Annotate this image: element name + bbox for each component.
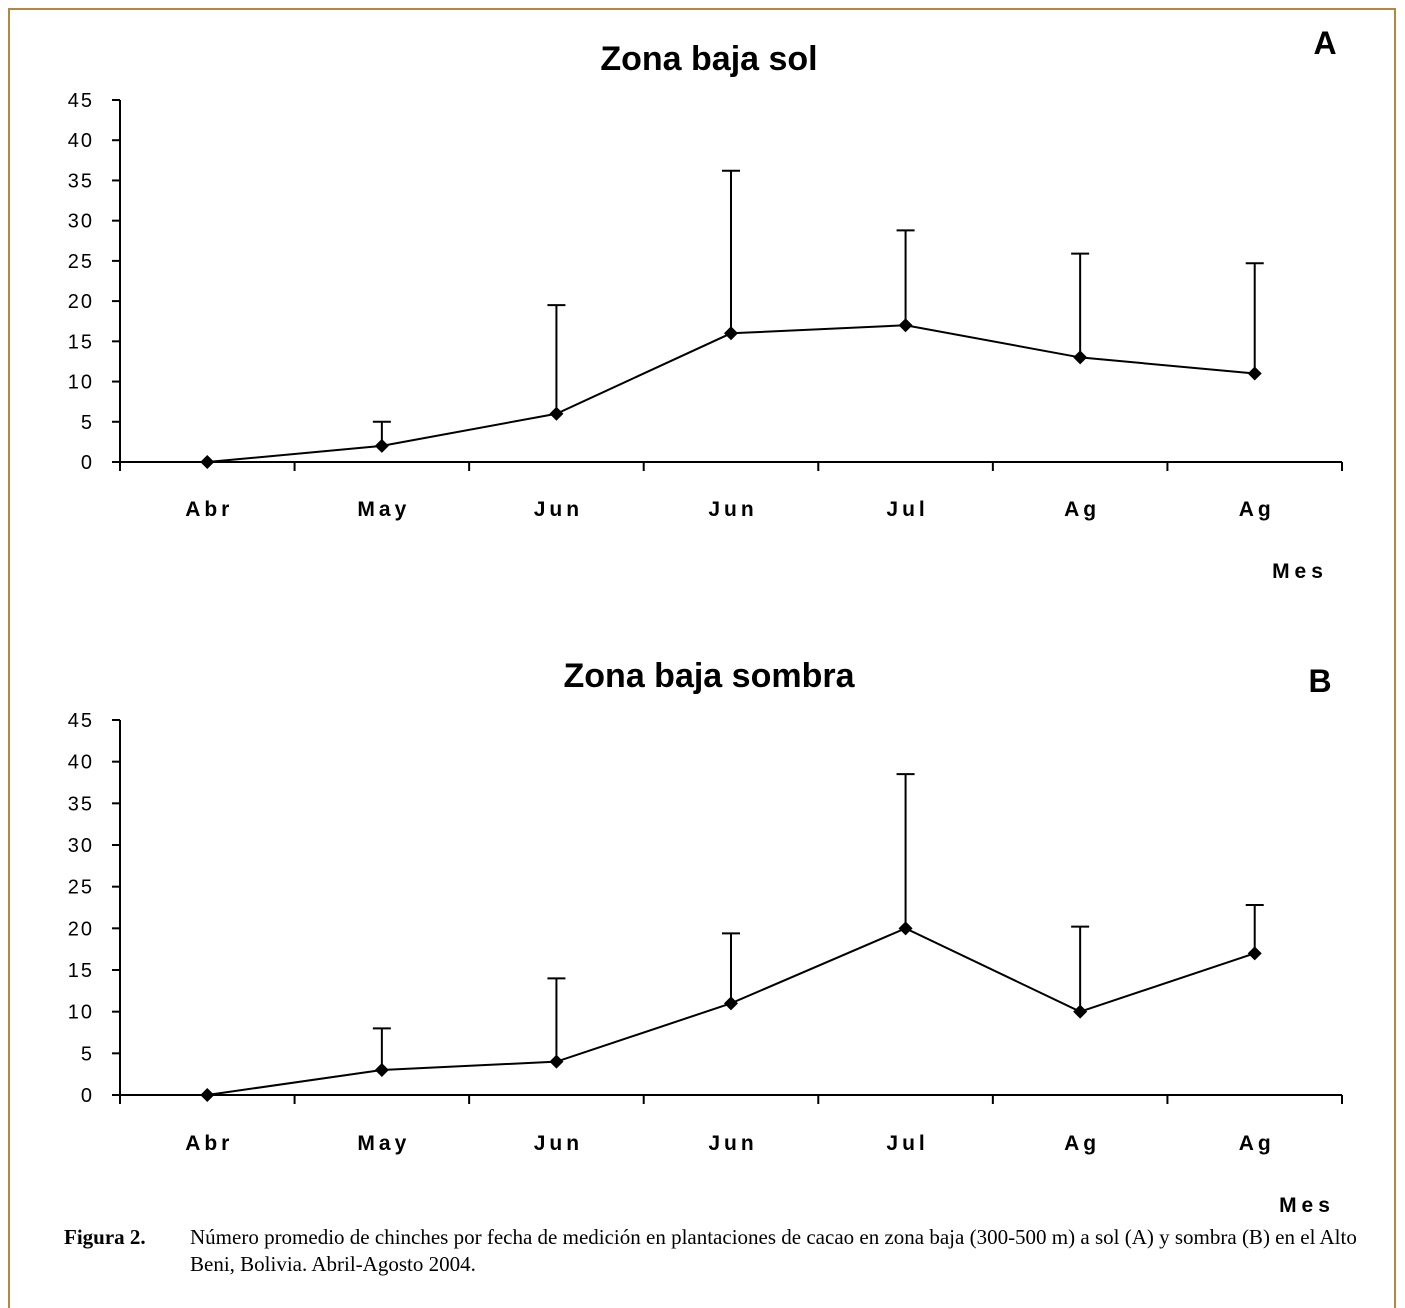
chart-b-x-tick-label: Jul [886, 1132, 928, 1155]
chart-a-x-tick-label: Ag [1064, 498, 1100, 521]
chart-b-y-tick-label: 10 [68, 1002, 94, 1024]
chart-b-y-tick-label: 0 [81, 1085, 94, 1107]
chart-a-y-tick-label: 10 [68, 372, 94, 394]
figure-frame [8, 8, 1396, 1308]
chart-b-data-point [724, 996, 738, 1011]
chart-b-y-tick-label: 15 [68, 960, 94, 982]
chart-b: 0 5 10 15 20 25 30 35 40 45 Abr May Jun Jun Jul Ag Ag [68, 710, 1343, 1155]
chart-a-data-point [724, 326, 738, 341]
chart-a-y-tick-label: 5 [81, 412, 94, 434]
chart-b-x-tick-label: Abr [185, 1132, 233, 1155]
chart-a-x-axis-label: Mes [1272, 560, 1328, 583]
chart-a-x-tick-label: Jun [534, 498, 583, 521]
chart-b-y-tick-label: 35 [68, 793, 94, 815]
chart-a-data-point [898, 318, 913, 333]
chart-b-y-tick-label: 40 [68, 752, 94, 774]
chart-a-title: Zona baja sol [600, 40, 817, 78]
chart-a-y-tick-label: 25 [68, 251, 94, 273]
chart-a-x-tick-label: Jun [708, 498, 757, 521]
chart-a-data-point [374, 438, 389, 453]
chart-b-y-tick-label: 45 [68, 710, 94, 732]
chart-b-x-tick-label: Jun [708, 1132, 757, 1155]
chart-a-y-tick-label: 45 [68, 90, 94, 112]
chart-a-data-point [1247, 366, 1262, 381]
chart-b-y-tick-label: 20 [68, 918, 94, 940]
chart-b-y-tick-label: 25 [68, 877, 94, 899]
chart-a-x-tick-label: May [357, 498, 410, 521]
chart-a-data-point [200, 455, 215, 469]
chart-b-data-point [200, 1088, 215, 1102]
chart-a-y-tick-label: 35 [68, 170, 94, 192]
caption-label: Figura 2. [64, 1225, 146, 1249]
chart-a-y-tick-label: 15 [68, 331, 94, 353]
chart-a-series-line [207, 324, 1255, 463]
chart-a-data-point [549, 406, 564, 421]
chart-b-data-point [549, 1054, 564, 1069]
chart-a-y-tick-label: 40 [68, 130, 94, 152]
chart-b-x-tick-label: Ag [1064, 1132, 1100, 1155]
caption-text: Número promedio de chinches por fecha de… [190, 1225, 1357, 1276]
chart-b-data-point [1247, 946, 1262, 961]
chart-b-x-tick-label: May [357, 1132, 410, 1155]
chart-b-y-tick-label: 30 [68, 835, 94, 857]
chart-b-x-tick-label: Jun [534, 1132, 583, 1155]
chart-b-data-point [898, 921, 913, 936]
chart-b-data-point [374, 1063, 389, 1077]
chart-b-x-tick-label: Ag [1239, 1132, 1275, 1155]
chart-a-y-tick-label: 0 [81, 452, 94, 474]
chart-a-x-tick-label: Ag [1239, 498, 1275, 521]
chart-b-x-axis-label: Mes [1279, 1194, 1335, 1217]
chart-a-y-tick-label: 30 [68, 211, 94, 233]
chart-b-y-tick-label: 5 [81, 1043, 94, 1065]
chart-a-data-point [1073, 350, 1088, 365]
chart-a-x-tick-label: Jul [886, 498, 928, 521]
chart-a-y-tick-label: 20 [68, 291, 94, 313]
chart-a-x-tick-label: Abr [185, 498, 233, 521]
chart-b-title: Zona baja sombra [564, 657, 856, 695]
chart-a-panel-label: A [1313, 25, 1336, 61]
chart-a: 0 5 10 15 20 25 30 35 40 45 Abr May Jun Jun Jul Ag Ag [68, 90, 1343, 521]
chart-b-data-point [1073, 1004, 1088, 1019]
chart-b-panel-label: B [1308, 663, 1331, 699]
